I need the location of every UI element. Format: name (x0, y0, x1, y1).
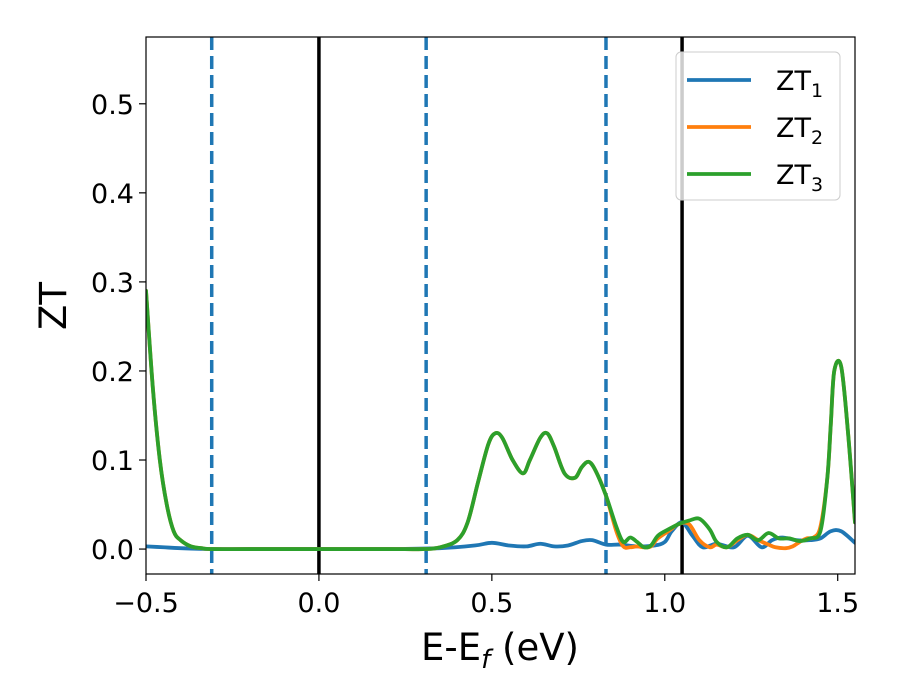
x-tick-label: −0.5 (113, 588, 179, 619)
x-tick-label: 1.5 (816, 588, 859, 619)
legend-label-2: ZT2 (776, 113, 823, 149)
legend-label-1: ZT1 (776, 66, 823, 102)
x-axis-ticks: −0.5 0.0 0.5 1.0 1.5 (113, 574, 859, 619)
x-tick-label: 1.0 (643, 588, 686, 619)
legend-frame (675, 51, 841, 201)
legend: ZT1 ZT2 ZT3 (675, 51, 841, 201)
y-axis-ticks: 0.0 0.1 0.2 0.3 0.4 0.5 (91, 90, 146, 566)
y-tick-label: 0.3 (91, 268, 134, 299)
series-lines (146, 288, 855, 552)
y-tick-label: 0.4 (91, 179, 134, 210)
x-axis-label-main: E-E (421, 626, 481, 669)
legend-label-3: ZT3 (776, 160, 823, 196)
x-axis-label: E-Ef (eV) (421, 626, 579, 675)
vertical-lines (209, 37, 684, 574)
y-axis-label: ZT (32, 282, 75, 330)
y-tick-label: 0.0 (91, 535, 134, 566)
y-tick-label: 0.5 (91, 90, 134, 121)
x-axis-label-unit: (eV) (490, 626, 579, 669)
series-line-3 (146, 288, 855, 552)
x-tick-label: 0.5 (470, 588, 513, 619)
y-tick-label: 0.2 (91, 357, 134, 388)
x-tick-label: 0.0 (297, 588, 340, 619)
y-tick-label: 0.1 (91, 446, 134, 477)
plot-frame (145, 36, 856, 575)
